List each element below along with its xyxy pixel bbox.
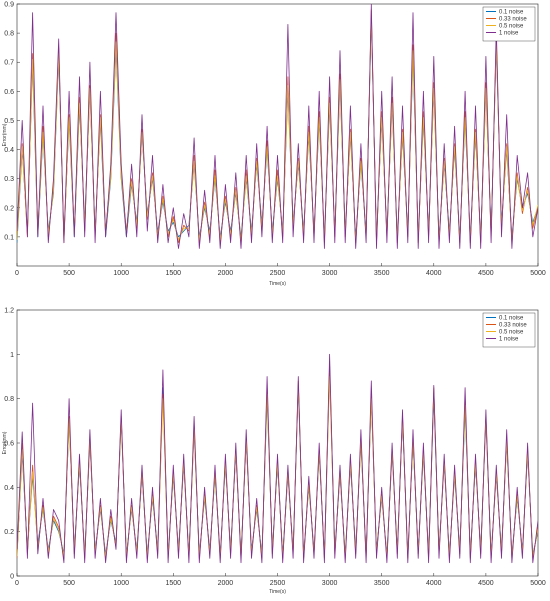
legend-box [482, 312, 536, 348]
y-tick-label: 0.7 [4, 60, 14, 67]
x-tick-label: 5000 [530, 270, 546, 277]
y-tick-label: 0.3 [4, 176, 14, 183]
x-tick-label: 3000 [322, 270, 338, 277]
legend-label-1: 0.1 noise [499, 10, 524, 16]
y-tick-label: 0 [10, 574, 14, 581]
y-tick-label: 0.4 [4, 485, 14, 492]
x-tick-label: 5000 [530, 580, 546, 587]
x-tick-label: 2000 [218, 270, 234, 277]
legend-label-2: 0.33 noise [499, 323, 527, 329]
chart-panel-1: 0 500 1000 1500 2000 2500 3000 3500 4000 4500 5000… [2, 2, 546, 288]
series-line-4 [17, 4, 538, 249]
y-tick-label: 0.6 [4, 89, 14, 96]
x-tick-label: 1500 [166, 580, 182, 587]
x-tick-label: 0 [15, 270, 19, 277]
legend-box [482, 6, 536, 42]
legend-label-4: 1 noise [499, 337, 519, 343]
legend-label-4: 1 noise [499, 31, 519, 37]
y-tick-label: 0.4 [4, 147, 14, 154]
x-tick-label: 3500 [374, 270, 390, 277]
x-tick-label: 3500 [374, 580, 390, 587]
y-tick-label: 0.8 [4, 396, 14, 403]
y-axis-title: Error(mm) [2, 431, 8, 454]
x-tick-label: 500 [63, 580, 75, 587]
y-tick-label: 0.2 [4, 529, 14, 536]
x-tick-label: 1000 [113, 270, 129, 277]
y-tick-label: 1.2 [4, 308, 14, 315]
y-tick-label: 1 [10, 352, 14, 359]
x-tick-label: 3000 [322, 580, 338, 587]
y-tick-label: 0.6 [4, 441, 14, 448]
legend-label-3: 0.5 noise [499, 24, 524, 30]
legend-label-1: 0.1 noise [499, 316, 524, 322]
legend-label-2: 0.33 noise [499, 17, 527, 23]
y-tick-label: 0.8 [4, 31, 14, 38]
y-tick-label: 0.2 [4, 205, 14, 212]
x-tick-label: 2500 [270, 580, 286, 587]
x-tick-label: 4500 [478, 270, 494, 277]
plot-frame [16, 309, 539, 577]
x-axis-title: Time(s) [269, 281, 286, 287]
y-tick-label: 0.1 [4, 234, 14, 241]
x-axis-title: Time(s) [269, 589, 286, 595]
legend-label-3: 0.5 noise [499, 330, 524, 336]
x-tick-label: 1500 [166, 270, 182, 277]
y-tick-label: 0.5 [4, 118, 14, 125]
x-tick-label: 1000 [113, 580, 129, 587]
x-tick-label: 2500 [270, 270, 286, 277]
x-tick-label: 4500 [478, 580, 494, 587]
x-tick-label: 2000 [218, 580, 234, 587]
y-tick-label: 0.9 [4, 2, 14, 9]
x-tick-label: 0 [15, 580, 19, 587]
series-line-4 [17, 353, 538, 564]
x-tick-label: 4000 [426, 580, 442, 587]
x-tick-label: 4000 [426, 270, 442, 277]
x-tick-label: 500 [63, 270, 75, 277]
chart-panel-2: 0 500 1000 1500 2000 2500 3000 3500 4000 4500 5000… [2, 308, 546, 596]
plot-frame [16, 3, 539, 267]
y-axis-title: Error(mm) [2, 123, 8, 146]
